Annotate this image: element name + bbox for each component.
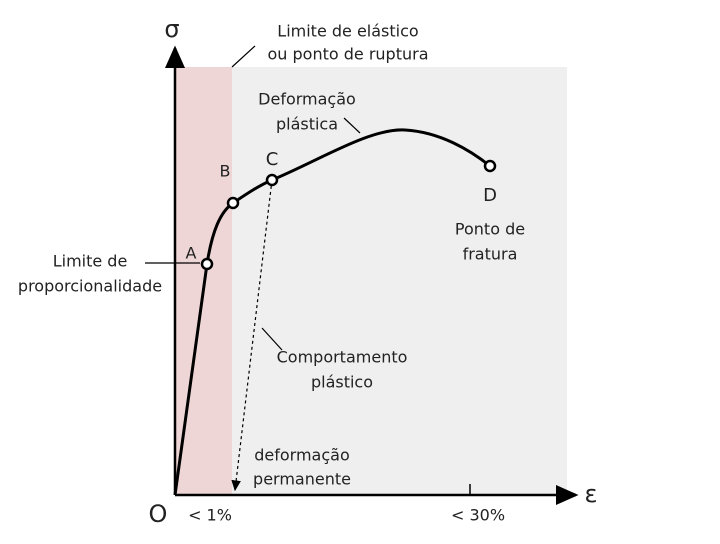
y-axis-label: σ xyxy=(164,15,179,43)
annotation: permanente xyxy=(253,470,351,489)
annotation: Ponto de xyxy=(455,220,525,239)
annotation: plástico xyxy=(311,373,373,392)
annotation: Deformação xyxy=(258,90,356,109)
unloading-line xyxy=(231,179,273,492)
point-label: D xyxy=(483,185,497,206)
plastic-region xyxy=(175,67,567,495)
x-axis-label: ε xyxy=(585,480,598,508)
annotation: proporcionalidade xyxy=(18,277,162,296)
leader-line xyxy=(231,45,256,68)
origin-label: O xyxy=(149,500,168,528)
annotation: Comportamento xyxy=(277,348,408,367)
annotation: deformação xyxy=(254,446,350,465)
point-c xyxy=(265,173,279,187)
point-a xyxy=(200,257,214,271)
annotation: fratura xyxy=(463,245,518,264)
annotation: Limite de xyxy=(53,252,128,271)
leader-line xyxy=(261,327,283,351)
annotation: plástica xyxy=(276,115,338,134)
x-marker: < 30% xyxy=(451,506,505,525)
x-marker: < 1% xyxy=(188,506,232,525)
point-b xyxy=(226,196,240,210)
point-label: A xyxy=(186,244,197,263)
annotation: Limite de elástico xyxy=(277,22,418,41)
point-label: B xyxy=(220,162,231,181)
annotation: ou ponto de ruptura xyxy=(267,45,428,64)
stress-strain-curve xyxy=(173,128,491,496)
leader-line xyxy=(343,117,361,134)
point-label: C xyxy=(266,149,279,170)
point-d xyxy=(483,159,497,173)
